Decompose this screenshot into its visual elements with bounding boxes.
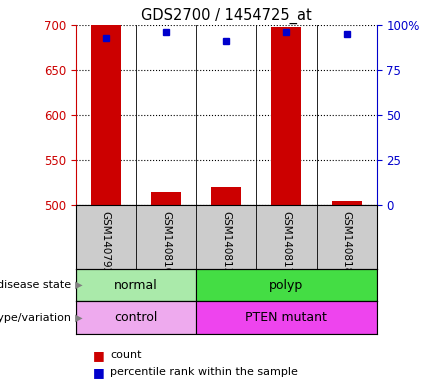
Text: GSM140818: GSM140818 — [342, 210, 352, 274]
Text: control: control — [114, 311, 158, 324]
Title: GDS2700 / 1454725_at: GDS2700 / 1454725_at — [141, 7, 312, 23]
Text: ▶: ▶ — [72, 280, 83, 290]
Text: GSM140792: GSM140792 — [101, 210, 111, 274]
Bar — [196, 301, 377, 334]
Bar — [332, 201, 362, 205]
Bar — [91, 25, 121, 205]
Text: count: count — [110, 350, 142, 360]
Text: PTEN mutant: PTEN mutant — [246, 311, 327, 324]
Bar — [271, 27, 301, 205]
Text: ■: ■ — [93, 366, 105, 379]
Bar — [76, 269, 196, 301]
Bar — [76, 301, 196, 334]
Text: ■: ■ — [93, 349, 105, 362]
Text: genotype/variation: genotype/variation — [0, 313, 71, 323]
Text: GSM140816: GSM140816 — [161, 210, 171, 274]
Bar — [211, 187, 241, 205]
Text: ▶: ▶ — [72, 313, 83, 323]
Text: GSM140813: GSM140813 — [221, 210, 231, 274]
Text: GSM140817: GSM140817 — [281, 210, 291, 274]
Bar — [196, 269, 377, 301]
Bar — [151, 192, 181, 205]
Text: percentile rank within the sample: percentile rank within the sample — [110, 367, 298, 377]
Text: polyp: polyp — [269, 279, 304, 291]
Text: normal: normal — [114, 279, 158, 291]
Text: disease state: disease state — [0, 280, 71, 290]
